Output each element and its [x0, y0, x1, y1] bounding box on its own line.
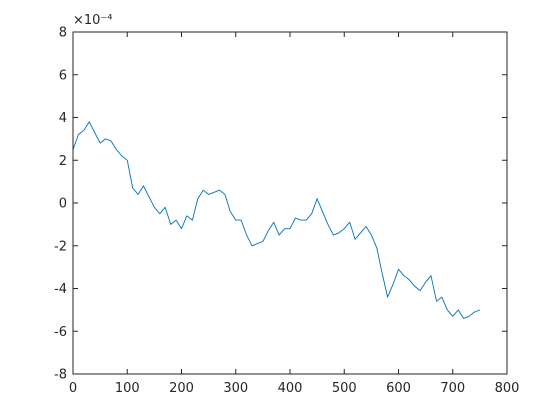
x-tick-label: 600 — [386, 381, 411, 396]
y-tick-label: 6 — [59, 68, 67, 83]
x-axis: 0 100 200 300 400 500 600 700 800 — [69, 32, 520, 396]
series-line — [72, 121, 481, 319]
y-tick-label: 8 — [59, 26, 67, 41]
x-tick-label: 100 — [115, 381, 140, 396]
y-tick-label: -6 — [54, 325, 67, 340]
x-tick-label: 800 — [495, 381, 520, 396]
y-axis: -8 -6 -4 -2 0 2 4 6 8 — [54, 26, 507, 383]
x-tick-label: 0 — [69, 381, 77, 396]
y-tick-label: -4 — [54, 282, 67, 297]
axes-box — [72, 31, 508, 375]
y-tick-label: 0 — [59, 197, 67, 212]
x-tick-label: 400 — [278, 381, 303, 396]
y-tick-label: -8 — [54, 368, 67, 383]
x-tick-label: 700 — [440, 381, 465, 396]
y-tick-label: 2 — [59, 154, 67, 169]
y-tick-label: -2 — [54, 239, 67, 254]
x-tick-label: 200 — [169, 381, 194, 396]
plot-area — [72, 121, 481, 319]
x-tick-label: 300 — [223, 381, 248, 396]
x-tick-label: 500 — [332, 381, 357, 396]
y-exponent-label: ×10⁻⁴ — [73, 13, 113, 28]
y-tick-label: 4 — [59, 111, 67, 126]
